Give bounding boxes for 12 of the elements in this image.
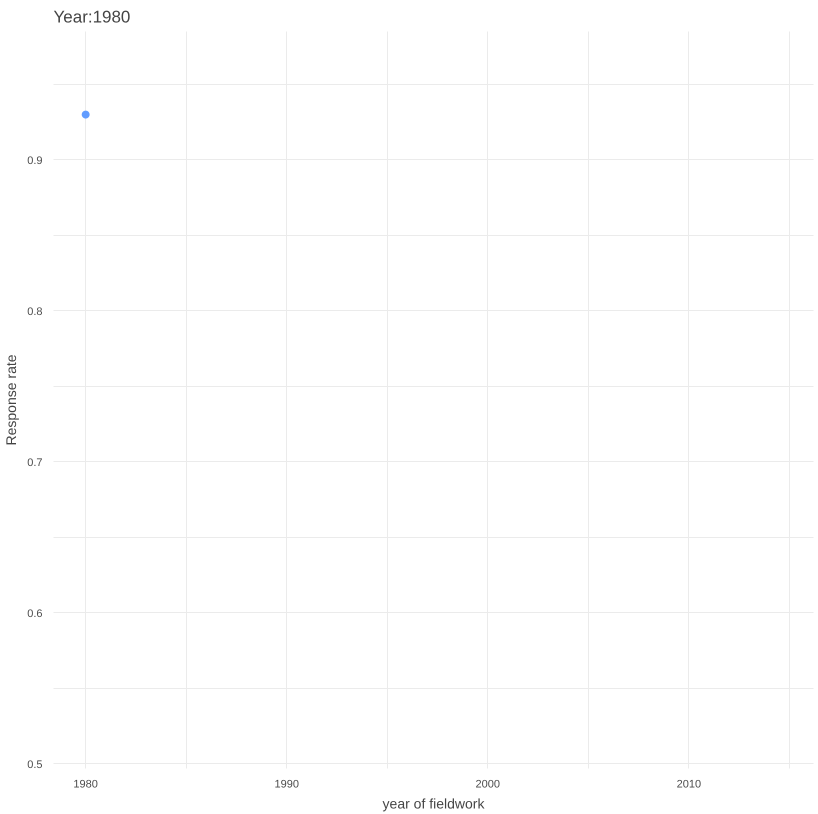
y-tick-label: 0.8	[27, 306, 43, 318]
x-axis-title: year of fieldwork	[382, 796, 486, 812]
chart-title: Year:1980	[54, 8, 130, 26]
y-tick-label: 0.7	[27, 456, 43, 469]
y-tick-label: 0.6	[27, 608, 43, 620]
x-tick-label: 1980	[73, 778, 98, 790]
x-tick-label: 2010	[676, 778, 702, 790]
y-tick-label: 0.5	[27, 758, 43, 771]
y-tick-label: 0.9	[27, 154, 43, 167]
y-axis-title: Response rate	[3, 354, 20, 446]
x-tick-label: 1990	[274, 778, 299, 790]
x-tick-label: 2000	[476, 778, 500, 790]
